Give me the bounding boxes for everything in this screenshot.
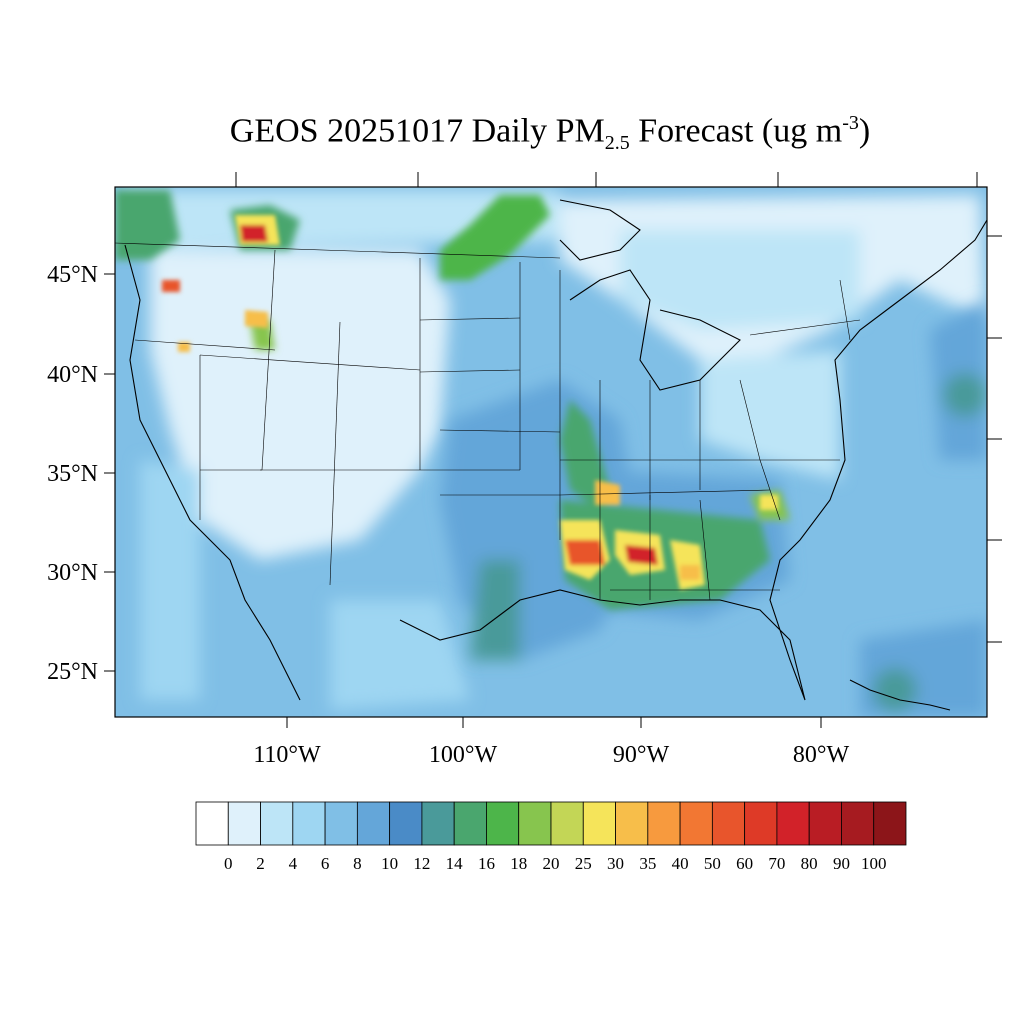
colorbar-tick-label: 50 xyxy=(704,854,721,873)
colorbar-swatch xyxy=(615,801,649,846)
colorbar-tick-label: 4 xyxy=(289,854,298,873)
colorbar-tick-label: 35 xyxy=(639,854,656,873)
lat-label-45: 45°N xyxy=(47,262,98,288)
colorbar-tick-label: 12 xyxy=(413,854,430,873)
lat-label-35: 35°N xyxy=(47,461,98,487)
colorbar-tick-label: 30 xyxy=(607,854,624,873)
latitude-labels: 45°N 40°N 35°N 30°N 25°N xyxy=(47,262,98,685)
lat-label-30: 30°N xyxy=(47,560,98,586)
lon-label-80w: 80°W xyxy=(793,742,850,768)
colorbar-swatch xyxy=(292,801,326,846)
low-concentration-areas xyxy=(120,190,985,710)
colorbar-swatch xyxy=(873,801,907,846)
state-lines xyxy=(115,242,861,601)
colorbar-swatch xyxy=(582,801,616,846)
colorbar-swatch xyxy=(195,801,229,846)
colorbar-swatch xyxy=(550,801,584,846)
colorbar-swatch xyxy=(486,801,520,846)
colorbar-swatch xyxy=(453,801,487,846)
colorbar-swatch xyxy=(421,801,455,846)
colorbar-swatch xyxy=(808,801,842,846)
colorbar-swatch xyxy=(356,801,391,846)
colorbar-tick-label: 8 xyxy=(353,854,362,873)
lat-label-40: 40°N xyxy=(47,362,98,388)
colorbar-tick-label: 25 xyxy=(575,854,592,873)
colorbar-tick-label: 90 xyxy=(833,854,850,873)
coastline xyxy=(124,199,987,711)
colorbar-swatch xyxy=(227,801,261,846)
colorbar-tick-label: 60 xyxy=(736,854,753,873)
colorbar-tick-label: 10 xyxy=(381,854,398,873)
boundaries xyxy=(115,187,987,711)
colorbar-tick-label: 16 xyxy=(478,854,495,873)
colorbar-tick-label: 80 xyxy=(801,854,818,873)
colorbar-tick-label: 70 xyxy=(768,854,785,873)
colorbar-swatch xyxy=(260,801,294,846)
lat-label-25: 25°N xyxy=(47,659,98,685)
colorbar-swatch xyxy=(324,801,358,846)
concentration-field xyxy=(115,187,987,717)
colorbar-tick-label: 18 xyxy=(510,854,527,873)
longitude-labels: 110°W 100°W 90°W 80°W xyxy=(253,742,849,768)
colorbar: 0 2 4 6 8 10 12 14 16 18 20 25 30 35 40 50 60 70 80 90 100 xyxy=(195,801,907,873)
colorbar-tick-label: 20 xyxy=(543,854,560,873)
colorbar-swatch xyxy=(841,801,875,846)
colorbar-swatch xyxy=(389,801,423,846)
map-title: GEOS 20251017 Daily PM2.5 Forecast (ug m… xyxy=(229,112,871,155)
colorbar-tick-label: 0 xyxy=(224,854,233,873)
colorbar-tick-label: 100 xyxy=(861,854,887,873)
colorbar-tick-label: 40 xyxy=(672,854,689,873)
colorbar-swatch xyxy=(776,801,810,846)
colorbar-swatch xyxy=(647,801,681,846)
colorbar-tick-label: 14 xyxy=(446,854,464,873)
colorbar-tick-label: 2 xyxy=(256,854,265,873)
colorbar-tick-label: 6 xyxy=(321,854,330,873)
lon-label-110w: 110°W xyxy=(253,742,321,768)
lon-label-100w: 100°W xyxy=(429,742,498,768)
colorbar-swatch xyxy=(744,801,778,846)
tick-marks xyxy=(104,172,1002,728)
lon-label-90w: 90°W xyxy=(613,742,670,768)
colorbar-swatch xyxy=(679,801,713,846)
colorbar-swatch xyxy=(518,801,552,846)
map-frame xyxy=(114,186,988,718)
colorbar-swatch xyxy=(711,801,746,846)
